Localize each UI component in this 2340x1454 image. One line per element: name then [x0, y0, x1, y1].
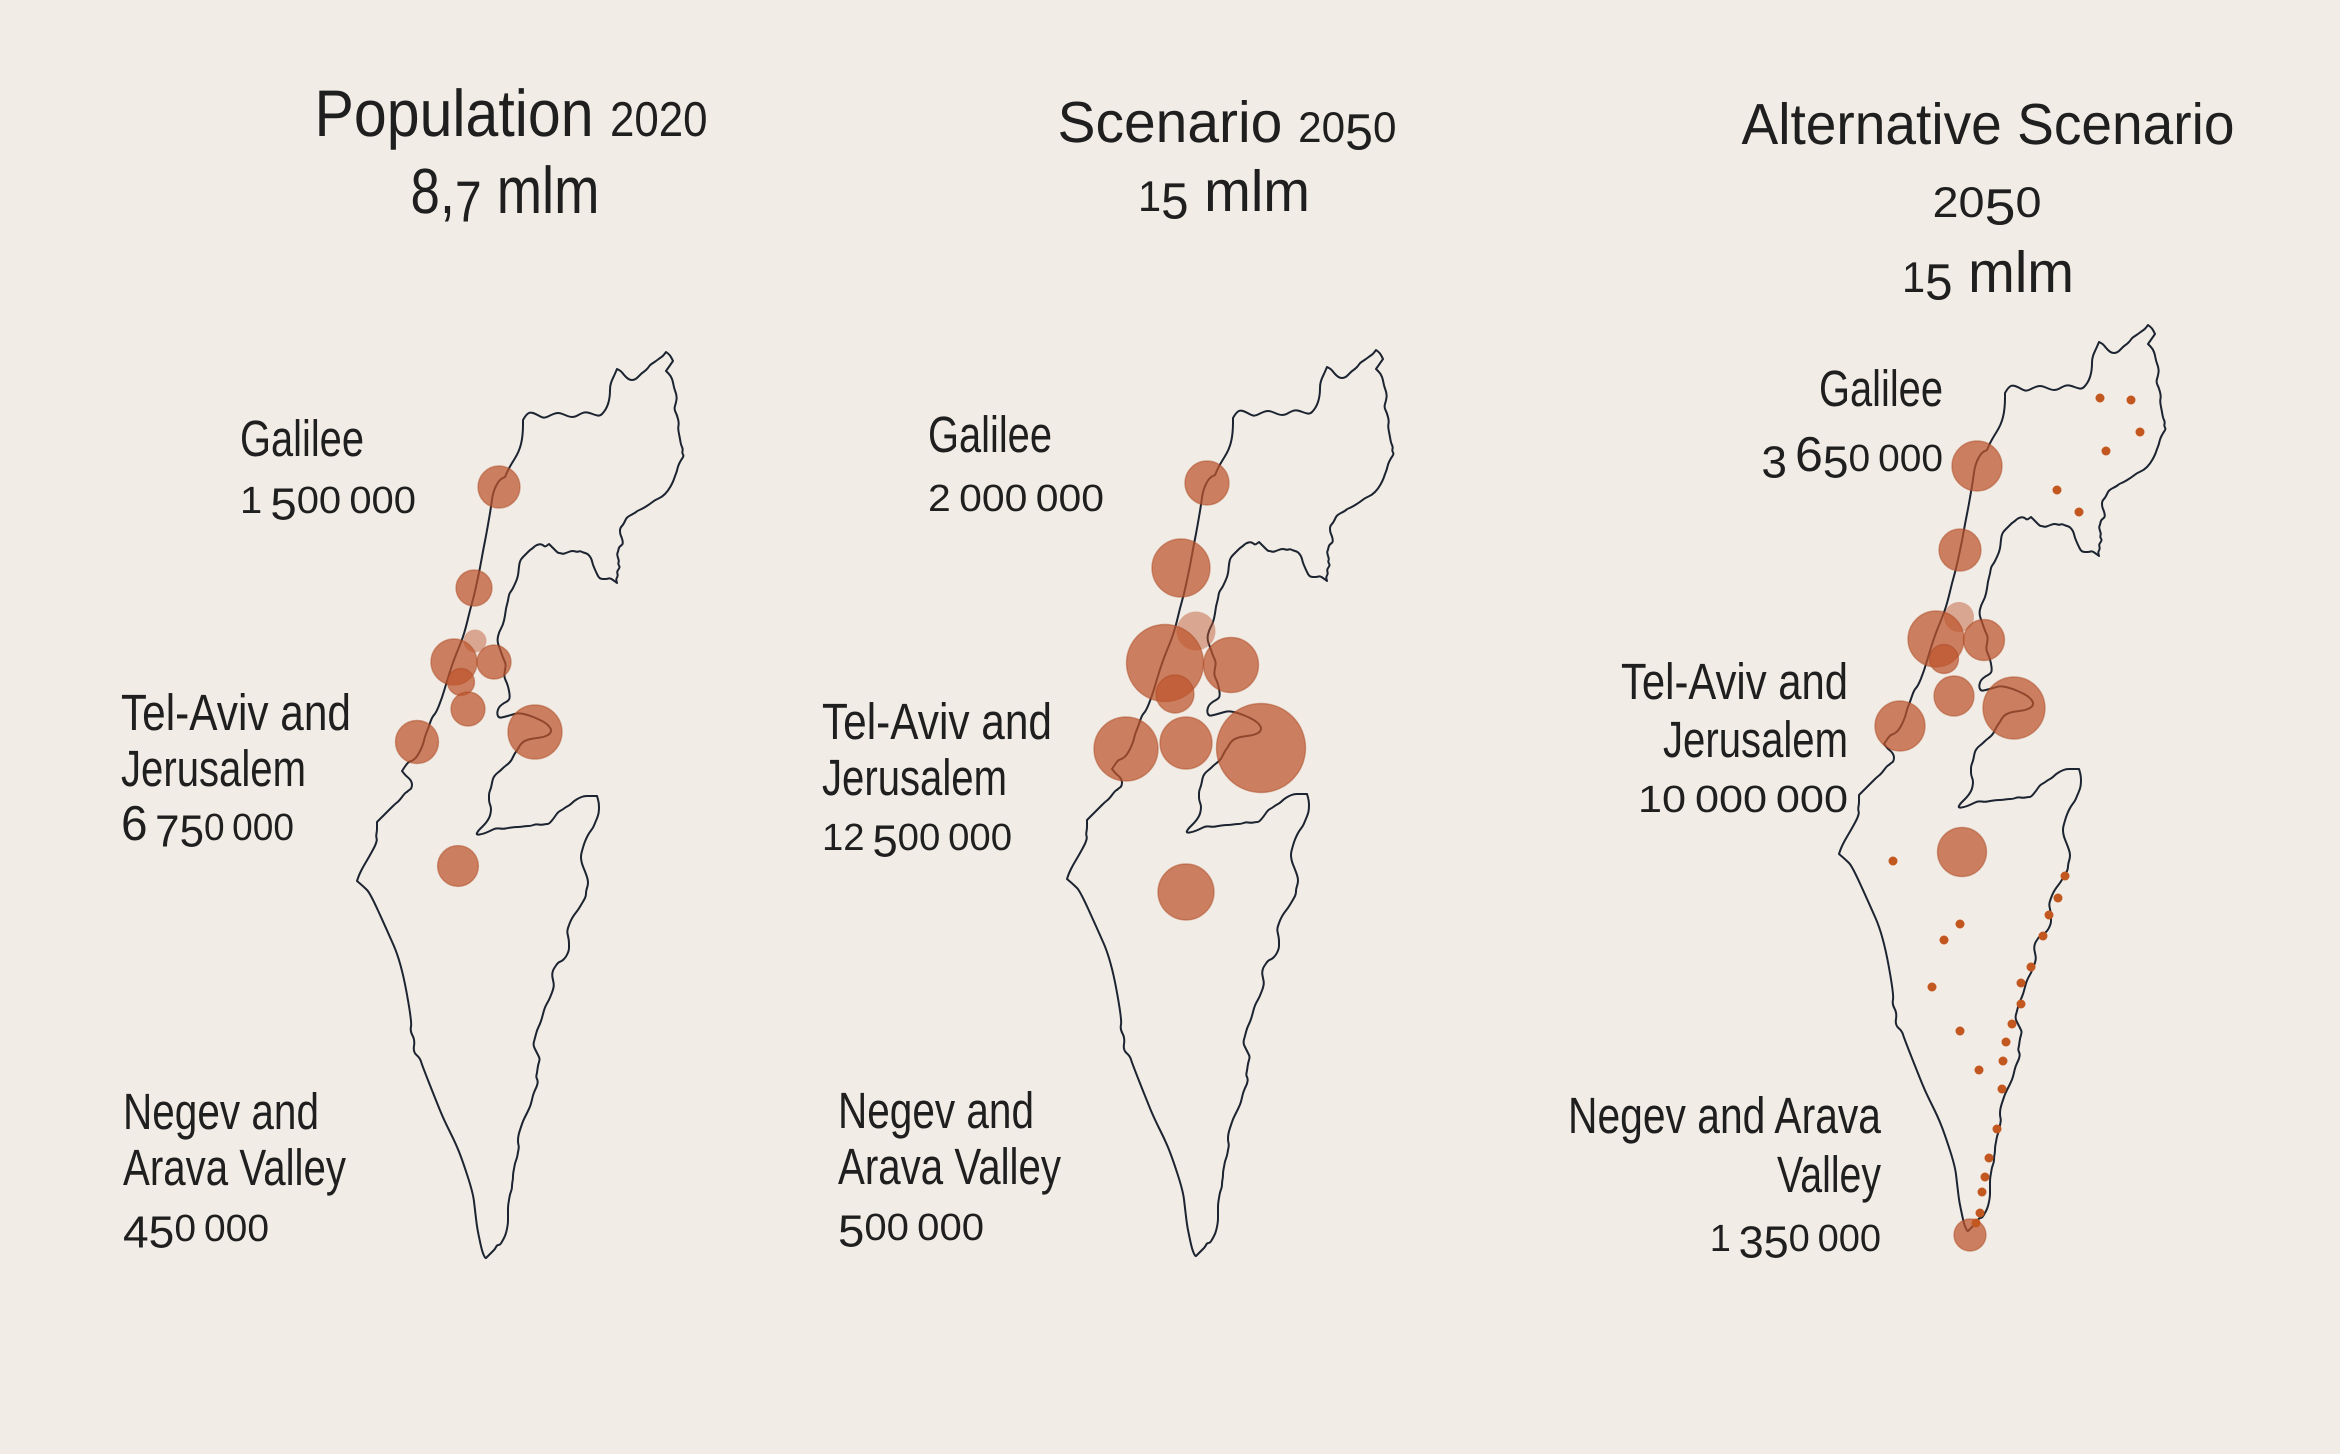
- svg-text:Tel-Aviv and: Tel-Aviv and: [822, 693, 1052, 750]
- svg-text:Tel-Aviv and: Tel-Aviv and: [1621, 653, 1848, 710]
- svg-text:Arava Valley: Arava Valley: [838, 1138, 1061, 1195]
- svg-text:1 500 000: 1 500 000: [240, 479, 416, 530]
- svg-text:Scenario 2050: Scenario 2050: [1058, 90, 1397, 161]
- svg-text:12 500 000: 12 500 000: [822, 816, 1012, 867]
- svg-text:Population 2020: Population 2020: [315, 76, 708, 150]
- svg-text:3 650 000: 3 650 000: [1761, 428, 1943, 488]
- svg-text:450 000: 450 000: [123, 1207, 269, 1258]
- svg-text:Valley: Valley: [1777, 1146, 1881, 1203]
- svg-text:2 000 000: 2 000 000: [928, 478, 1104, 520]
- svg-text:10 000 000: 10 000 000: [1638, 779, 1848, 821]
- svg-text:Galilee: Galilee: [928, 406, 1052, 463]
- svg-text:Arava Valley: Arava Valley: [123, 1139, 346, 1196]
- svg-text:Negev and: Negev and: [123, 1083, 319, 1140]
- svg-text:Alternative Scenario: Alternative Scenario: [1741, 92, 2234, 157]
- svg-text:Jerusalem: Jerusalem: [1663, 711, 1848, 768]
- svg-text:500 000: 500 000: [838, 1206, 984, 1257]
- svg-text:Negev and Arava: Negev and Arava: [1568, 1087, 1882, 1144]
- svg-text:1 350 000: 1 350 000: [1710, 1217, 1881, 1268]
- svg-text:Jerusalem: Jerusalem: [121, 740, 306, 797]
- svg-text:Jerusalem: Jerusalem: [822, 749, 1007, 806]
- svg-text:2050: 2050: [1932, 179, 2041, 236]
- svg-text:Galilee: Galilee: [1819, 360, 1943, 417]
- svg-text:15 mlm: 15 mlm: [1138, 159, 1310, 230]
- svg-text:6 750 000: 6 750 000: [121, 797, 294, 857]
- svg-text:15 mlm: 15 mlm: [1902, 240, 2074, 311]
- svg-text:Galilee: Galilee: [240, 410, 364, 467]
- svg-text:Negev and: Negev and: [838, 1082, 1034, 1139]
- svg-text:Tel-Aviv and: Tel-Aviv and: [121, 684, 351, 741]
- svg-text:8,7 mlm: 8,7 mlm: [411, 153, 600, 235]
